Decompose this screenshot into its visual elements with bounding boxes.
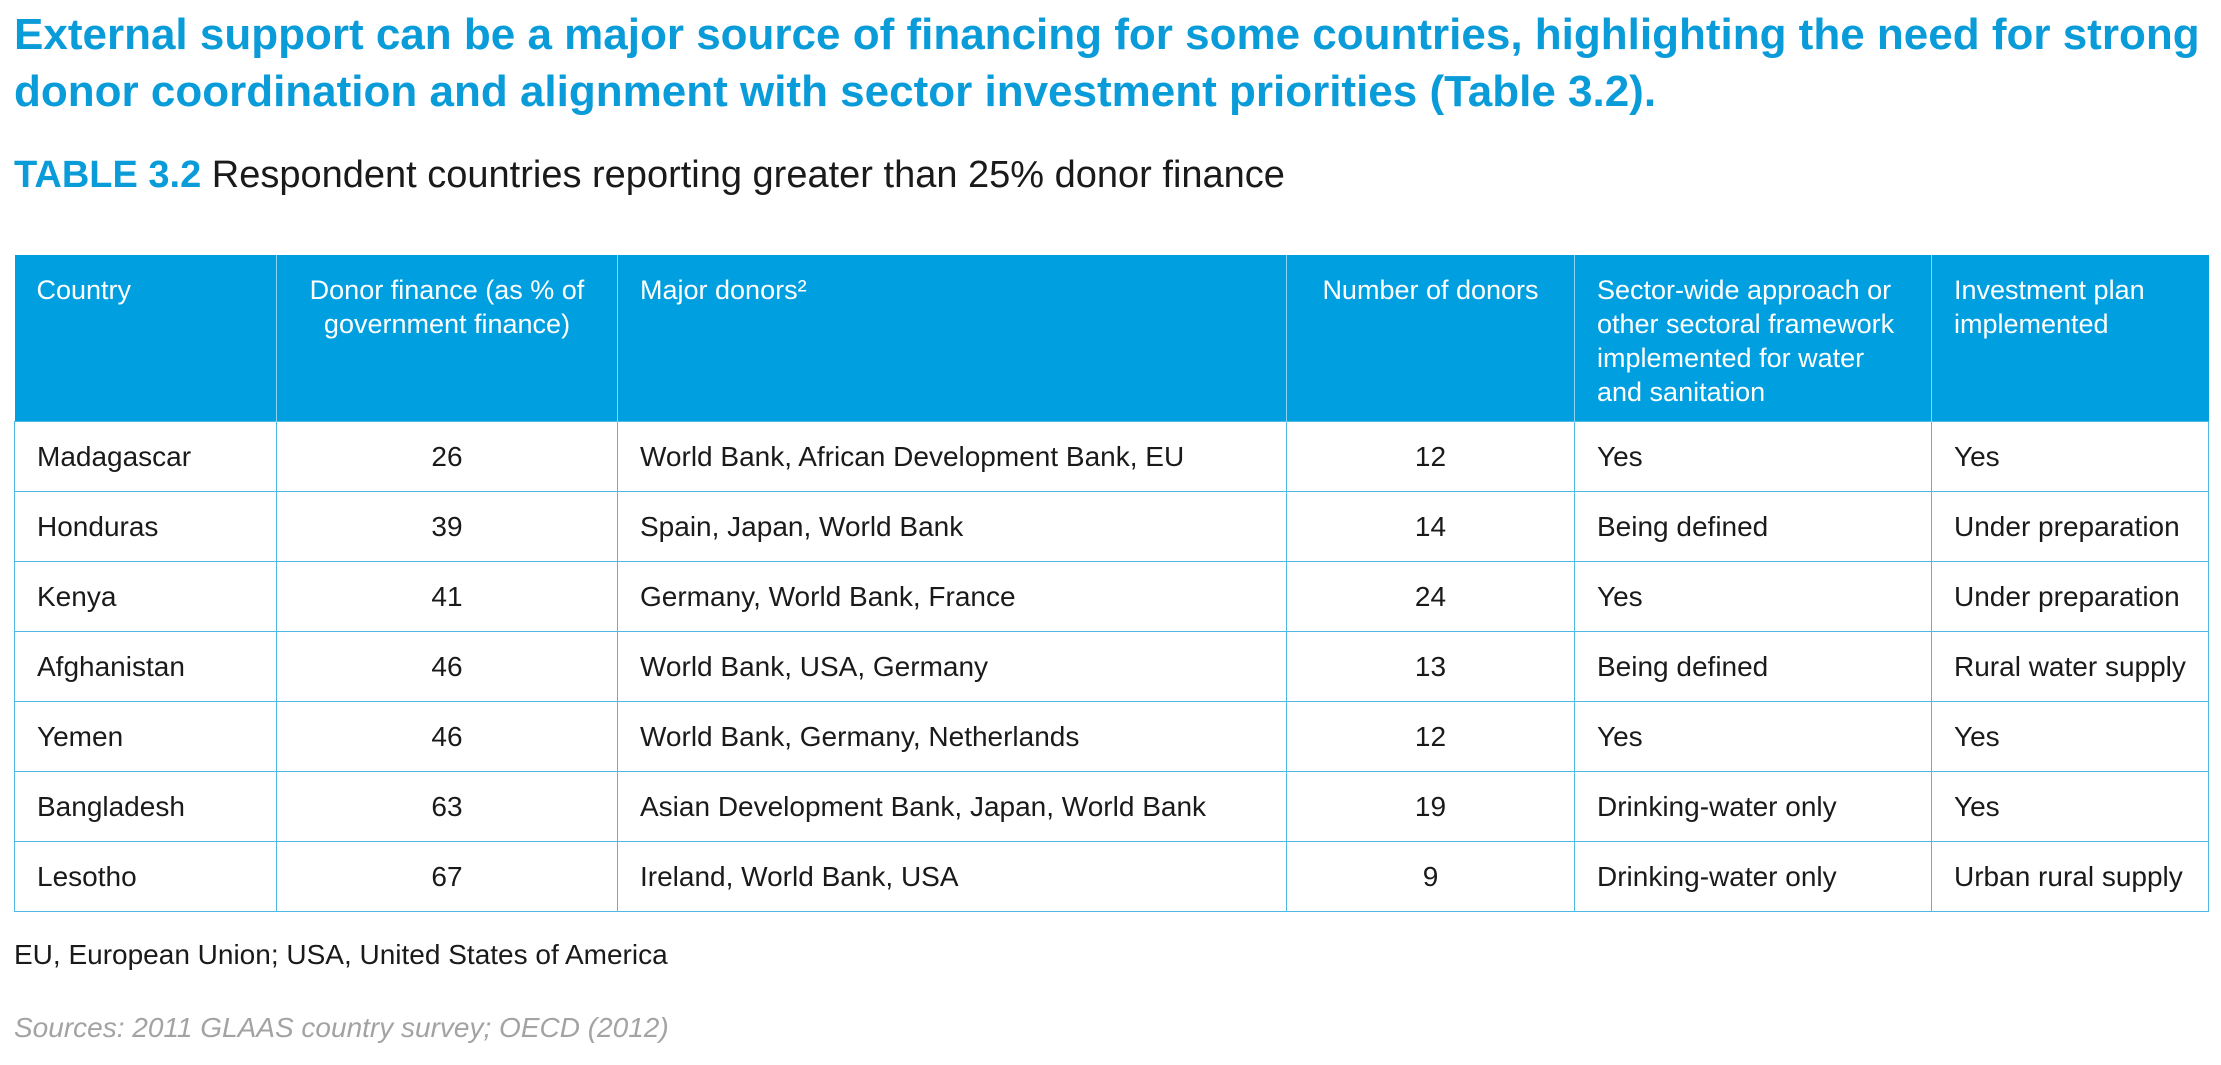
cell-major-donors: World Bank, Germany, Netherlands <box>617 701 1287 772</box>
cell-country: Bangladesh <box>14 771 277 842</box>
cell-country: Kenya <box>14 561 277 632</box>
cell-sector-wide-approach: Yes <box>1574 701 1932 772</box>
table-number: TABLE 3.2 <box>14 154 202 196</box>
header-sector-wide-approach: Sector-wide approach or other sectoral f… <box>1574 255 1932 422</box>
cell-investment-plan: Yes <box>1931 771 2209 842</box>
cell-country: Yemen <box>14 701 277 772</box>
table-footnote: EU, European Union; USA, United States o… <box>14 939 668 970</box>
cell-number-of-donors: 9 <box>1286 841 1575 912</box>
cell-number-of-donors: 14 <box>1286 491 1575 562</box>
cell-donor-finance: 46 <box>276 631 618 702</box>
cell-major-donors: Ireland, World Bank, USA <box>617 841 1287 912</box>
header-country: Country <box>14 255 277 422</box>
cell-donor-finance: 26 <box>276 421 618 492</box>
table-row: Kenya 41 Germany, World Bank, France 24 … <box>14 561 2209 632</box>
cell-major-donors: Germany, World Bank, France <box>617 561 1287 632</box>
cell-country: Madagascar <box>14 421 277 492</box>
cell-country: Afghanistan <box>14 631 277 702</box>
cell-sector-wide-approach: Being defined <box>1574 631 1932 702</box>
cell-investment-plan: Under preparation <box>1931 491 2209 562</box>
cell-number-of-donors: 12 <box>1286 701 1575 772</box>
header-major-donors: Major donors² <box>617 255 1287 422</box>
cell-number-of-donors: 12 <box>1286 421 1575 492</box>
table-row: Lesotho 67 Ireland, World Bank, USA 9 Dr… <box>14 841 2209 912</box>
table-row: Afghanistan 46 World Bank, USA, Germany … <box>14 631 2209 702</box>
cell-investment-plan: Urban rural supply <box>1931 841 2209 912</box>
cell-major-donors: World Bank, USA, Germany <box>617 631 1287 702</box>
cell-country: Honduras <box>14 491 277 562</box>
cell-country: Lesotho <box>14 841 277 912</box>
donor-finance-table: Country Donor finance (as % of governmen… <box>14 255 2209 912</box>
cell-sector-wide-approach: Yes <box>1574 421 1932 492</box>
cell-sector-wide-approach: Being defined <box>1574 491 1932 562</box>
cell-major-donors: Asian Development Bank, Japan, World Ban… <box>617 771 1287 842</box>
table-title: TABLE 3.2 Respondent countries reporting… <box>14 150 1285 200</box>
cell-sector-wide-approach: Drinking-water only <box>1574 841 1932 912</box>
table-row: Bangladesh 63 Asian Development Bank, Ja… <box>14 771 2209 842</box>
cell-investment-plan: Rural water supply <box>1931 631 2209 702</box>
cell-major-donors: Spain, Japan, World Bank <box>617 491 1287 562</box>
cell-investment-plan: Under preparation <box>1931 561 2209 632</box>
cell-number-of-donors: 24 <box>1286 561 1575 632</box>
cell-sector-wide-approach: Drinking-water only <box>1574 771 1932 842</box>
cell-donor-finance: 63 <box>276 771 618 842</box>
intro-heading: External support can be a major source o… <box>14 10 2200 116</box>
header-investment-plan: Investment plan implemented <box>1931 255 2209 422</box>
cell-number-of-donors: 13 <box>1286 631 1575 702</box>
cell-investment-plan: Yes <box>1931 421 2209 492</box>
table-sources: Sources: 2011 GLAAS country survey; OECD… <box>14 1012 669 1043</box>
cell-number-of-donors: 19 <box>1286 771 1575 842</box>
table-row: Madagascar 26 World Bank, African Develo… <box>14 421 2209 492</box>
cell-donor-finance: 67 <box>276 841 618 912</box>
header-donor-finance: Donor finance (as % of government financ… <box>276 255 618 422</box>
cell-investment-plan: Yes <box>1931 701 2209 772</box>
table-row: Yemen 46 World Bank, Germany, Netherland… <box>14 701 2209 772</box>
cell-major-donors: World Bank, African Development Bank, EU <box>617 421 1287 492</box>
cell-sector-wide-approach: Yes <box>1574 561 1932 632</box>
table-row: Honduras 39 Spain, Japan, World Bank 14 … <box>14 491 2209 562</box>
cell-donor-finance: 46 <box>276 701 618 772</box>
cell-donor-finance: 39 <box>276 491 618 562</box>
table-header-row: Country Donor finance (as % of governmen… <box>14 255 2209 422</box>
cell-donor-finance: 41 <box>276 561 618 632</box>
header-number-of-donors: Number of donors <box>1286 255 1575 422</box>
table-description: Respondent countries reporting greater t… <box>201 154 1285 196</box>
